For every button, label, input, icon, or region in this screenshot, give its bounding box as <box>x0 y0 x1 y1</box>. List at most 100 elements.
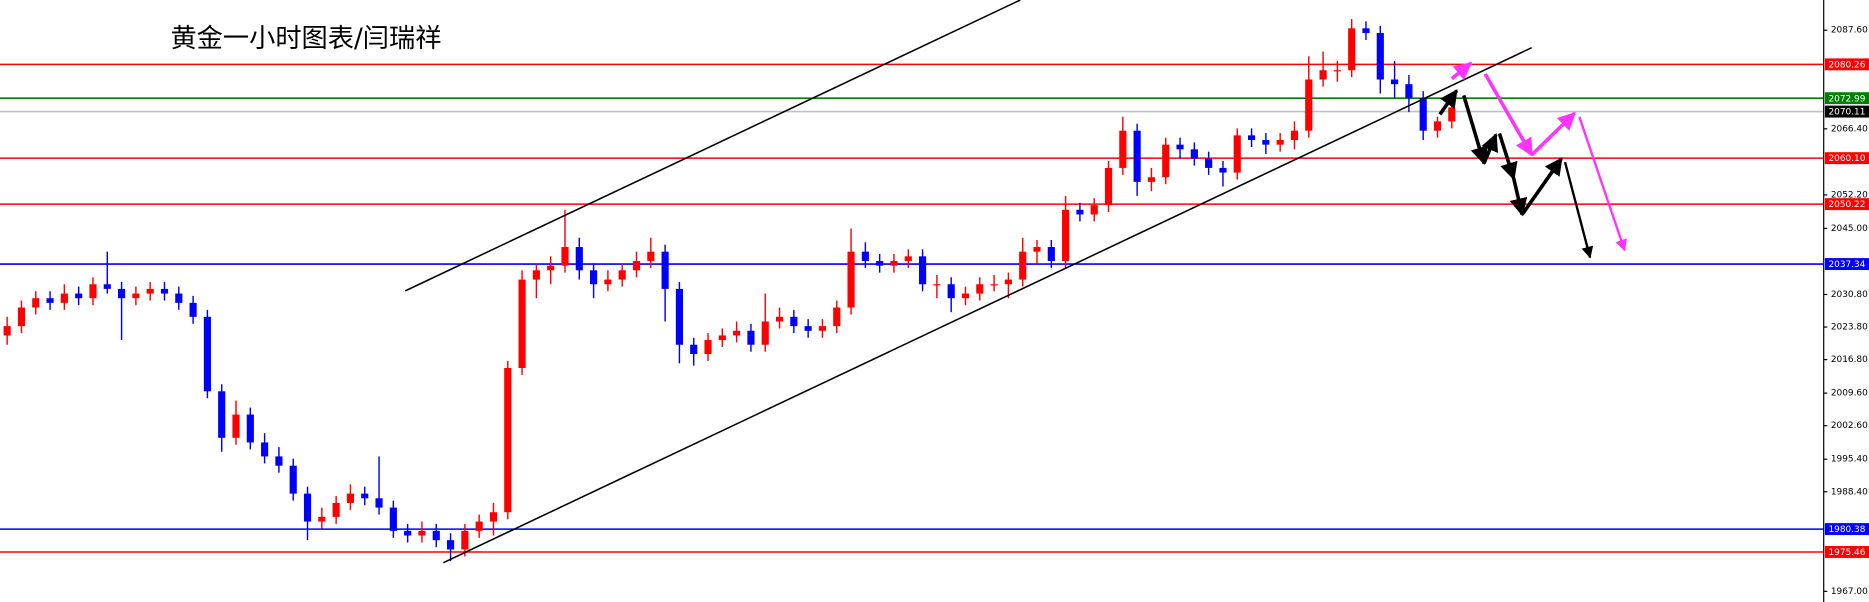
candle-body <box>990 284 998 286</box>
candle-body <box>1391 79 1399 85</box>
candle-body <box>833 307 841 327</box>
candle-body <box>75 293 83 299</box>
candle-body <box>1147 177 1156 182</box>
candle-body <box>604 279 612 285</box>
candle-body <box>1047 247 1055 261</box>
candle-body <box>1162 144 1170 178</box>
candle-body <box>3 326 11 336</box>
candle-body <box>1247 135 1256 141</box>
candle-body <box>1419 98 1427 131</box>
y-tick-label: 2023.80 <box>1831 323 1868 333</box>
candle-body <box>847 251 855 308</box>
candle-body <box>1219 167 1227 173</box>
candle-body <box>475 521 483 531</box>
candle-body <box>160 288 169 294</box>
candle-body <box>1119 130 1127 168</box>
candle-body <box>1448 107 1456 122</box>
candle-body <box>661 251 669 289</box>
candle-body <box>275 456 283 466</box>
candle-body <box>203 316 211 392</box>
chart-title: 黄金一小时图表/闫瑞祥 <box>170 24 441 54</box>
y-tick-label: 1988.40 <box>1831 487 1868 497</box>
candle-body <box>632 260 641 271</box>
candle-body <box>118 288 126 299</box>
candle-body <box>218 391 226 438</box>
candle-body <box>1290 130 1299 141</box>
candle-body <box>890 260 898 266</box>
candle-body <box>1319 70 1327 80</box>
candle-body <box>704 340 712 355</box>
y-tick-label: 2030.80 <box>1831 290 1868 300</box>
candle-body <box>1104 167 1113 206</box>
candle-body <box>432 530 440 541</box>
y-tick-label: 2009.60 <box>1831 389 1868 399</box>
candle-body <box>1176 144 1184 150</box>
candle-body <box>303 493 312 522</box>
candle-body <box>876 260 884 266</box>
candle-body <box>933 284 941 286</box>
y-tick-label: 2066.40 <box>1831 124 1868 134</box>
candle-body <box>790 316 798 327</box>
candle-body <box>1348 28 1356 71</box>
candle-body <box>590 270 598 285</box>
y-tick-label: 1995.40 <box>1831 455 1868 465</box>
candle-body <box>132 293 140 299</box>
candle-body <box>289 465 297 494</box>
candle-body <box>504 368 512 513</box>
candle-body <box>246 414 254 443</box>
candle-body <box>1262 140 1270 145</box>
candle-body <box>1019 251 1027 280</box>
candle-body <box>747 330 755 345</box>
candle-body <box>1190 149 1198 159</box>
level-tag <box>1824 92 1869 105</box>
candle-body <box>60 293 68 303</box>
level-label: 2072.99 <box>1828 94 1865 104</box>
candle-body <box>89 284 97 299</box>
candle-body <box>17 307 26 327</box>
candle-body <box>1062 209 1070 261</box>
candle-body <box>1376 32 1384 80</box>
level-tag <box>1824 258 1869 271</box>
candle-body <box>1433 121 1442 131</box>
candle-body <box>32 298 40 308</box>
candle-body <box>1233 135 1241 173</box>
candle-body <box>346 493 355 503</box>
candle-body <box>675 288 683 345</box>
forecast-arrows <box>1438 61 1627 259</box>
y-tick-label: 2016.80 <box>1831 355 1868 365</box>
candle-body <box>1205 158 1213 168</box>
candle-body <box>947 284 955 299</box>
level-label: 2060.10 <box>1828 154 1865 164</box>
candle-body <box>1276 140 1284 145</box>
candle-body <box>318 516 326 522</box>
candle-body <box>375 498 383 508</box>
channel-upper <box>404 0 1021 292</box>
candle-body <box>761 321 769 345</box>
level-label: 2070.11 <box>1828 108 1865 118</box>
candle-body <box>46 298 54 303</box>
candle-body <box>146 288 154 294</box>
candle-body <box>175 293 183 303</box>
candle-body <box>1033 247 1041 252</box>
level-label: 2037.34 <box>1828 260 1865 270</box>
channel-lower <box>443 46 1533 564</box>
level-tag <box>1824 198 1869 211</box>
candle-body <box>518 279 526 369</box>
candle-body <box>418 530 426 536</box>
y-tick-label: 2045.00 <box>1831 224 1868 234</box>
candle-body <box>489 512 498 522</box>
candle-body <box>904 256 912 261</box>
candle-body <box>818 326 827 331</box>
candle-body <box>389 507 397 531</box>
level-label: 1975.46 <box>1828 548 1865 558</box>
candle-body <box>976 284 984 294</box>
candle-body <box>647 251 655 261</box>
candle-body <box>718 335 726 341</box>
candle-body <box>232 414 240 438</box>
candle-body <box>961 293 970 299</box>
level-tag <box>1824 152 1869 165</box>
candle-body <box>561 247 569 266</box>
candle-body <box>1090 205 1098 215</box>
